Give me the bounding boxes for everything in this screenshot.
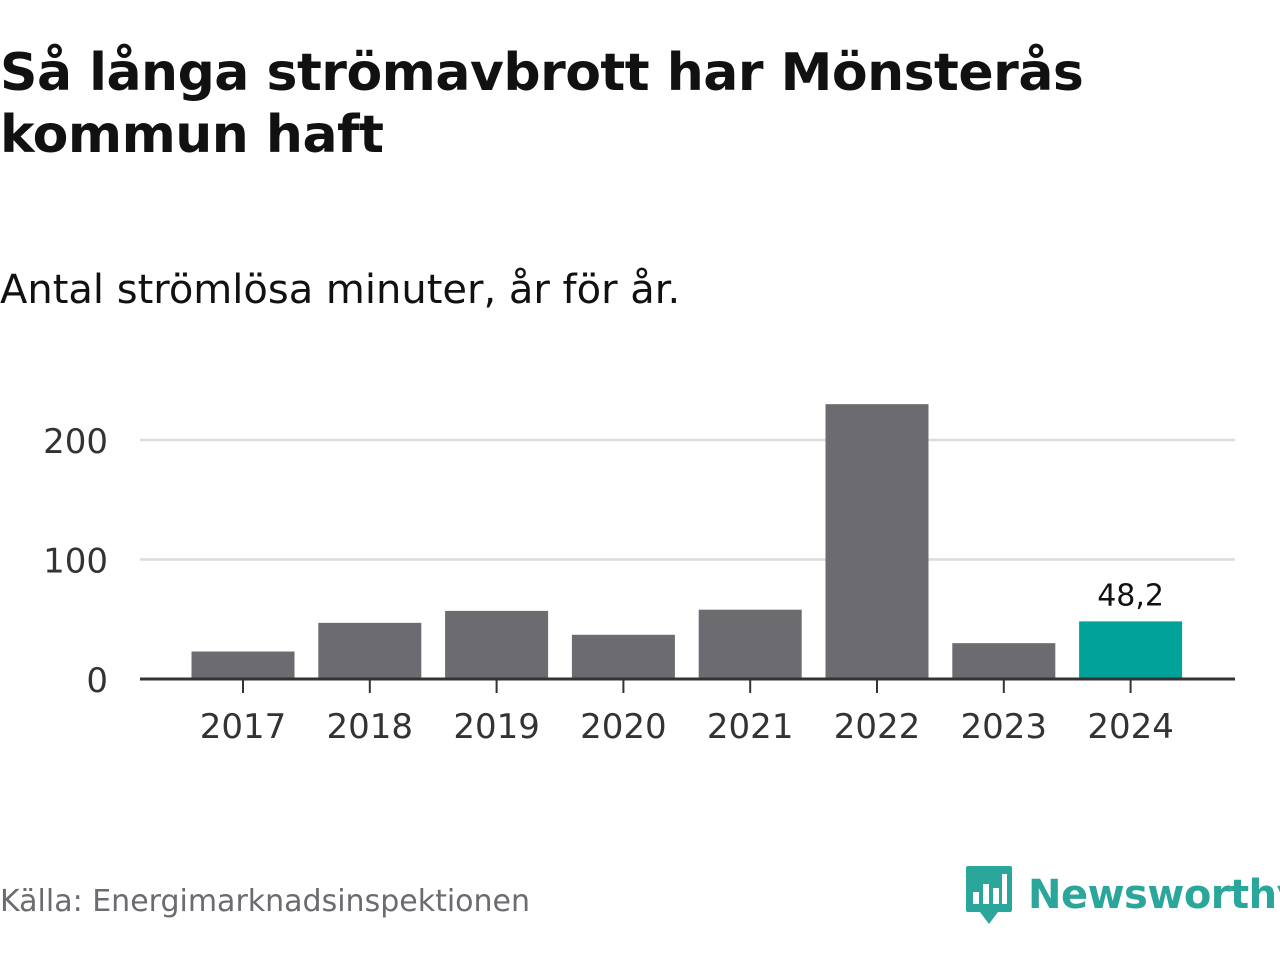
brand-logo: Newsworthy xyxy=(964,864,1280,926)
brand-name: Newsworthy xyxy=(1028,872,1280,918)
chart-subtitle: Antal strömlösa minuter, år för år. xyxy=(0,267,681,313)
x-tick-label: 2024 xyxy=(1087,707,1174,747)
y-tick-label: 0 xyxy=(86,661,108,701)
x-axis xyxy=(140,677,1235,693)
bar-chart: 0 100 200 2017 2018 2019 2020 2021 2022 2023 2024 4… xyxy=(43,404,1235,747)
x-tick-label: 2020 xyxy=(580,707,667,747)
chart-title: Så långa strömavbrott har Mönsterås komm… xyxy=(0,43,1084,165)
bar xyxy=(952,643,1056,679)
x-tick-label: 2022 xyxy=(834,707,921,747)
x-tick-label: 2023 xyxy=(961,707,1048,747)
x-tick-label: 2019 xyxy=(453,707,540,747)
data-label: 48,2 xyxy=(1097,578,1164,613)
bar xyxy=(191,651,295,679)
newsworthy-logo-icon xyxy=(966,866,1012,924)
x-tick-label: 2018 xyxy=(327,707,414,747)
y-tick-label: 100 xyxy=(43,542,108,582)
bar xyxy=(318,622,422,679)
x-tick-label: 2017 xyxy=(200,707,287,747)
bar xyxy=(445,610,549,679)
bars xyxy=(191,404,1183,679)
bar xyxy=(571,634,675,679)
y-tick-label: 200 xyxy=(43,422,108,462)
bar xyxy=(698,609,802,679)
x-tick-label: 2021 xyxy=(707,707,794,747)
bar xyxy=(1079,621,1183,679)
labels: 0 100 200 2017 2018 2019 2020 2021 2022 2023 2024 4… xyxy=(43,422,1174,747)
source-note: Källa: Energimarknadsinspektionen xyxy=(0,884,531,919)
bar xyxy=(825,404,929,679)
gridlines xyxy=(140,438,1235,561)
